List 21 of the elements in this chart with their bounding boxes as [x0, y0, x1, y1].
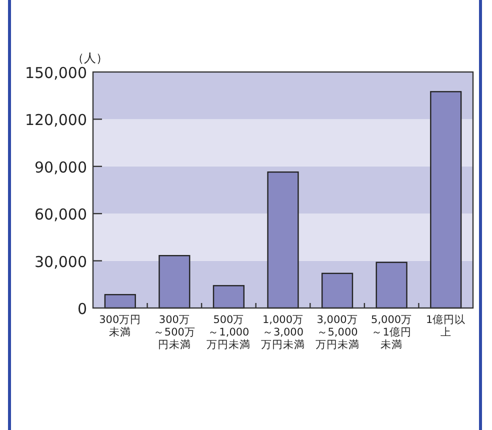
bar — [267, 171, 299, 309]
bar — [104, 294, 136, 309]
y-tick-label: 90,000 — [34, 158, 87, 176]
x-tick-label: 300万円未満 — [99, 314, 142, 338]
x-tick-label: 1,000万～3,000万円未満 — [261, 314, 305, 351]
y-tick-label: 150,000 — [24, 64, 87, 82]
x-tick-label: 3,000万～5,000万円未満 — [315, 314, 360, 351]
y-tick-label: 60,000 — [34, 206, 87, 224]
bar — [430, 91, 462, 309]
x-tick-label: 5,000万～1億円未満 — [371, 314, 412, 351]
y-tick-label: 0 — [77, 300, 87, 318]
bar — [376, 262, 408, 309]
bar — [212, 285, 245, 309]
x-tick-label: 500万～1,000万円未満 — [206, 314, 251, 351]
y-axis-title: （人） — [72, 51, 108, 65]
y-tick-label: 120,000 — [24, 111, 87, 130]
x-tick-label: 1億円以上 — [426, 313, 466, 338]
y-tick-label: 30,000 — [34, 252, 87, 271]
x-tick-label: 300万～500万円未満 — [153, 314, 196, 351]
bar — [321, 272, 354, 309]
bar — [158, 255, 190, 309]
